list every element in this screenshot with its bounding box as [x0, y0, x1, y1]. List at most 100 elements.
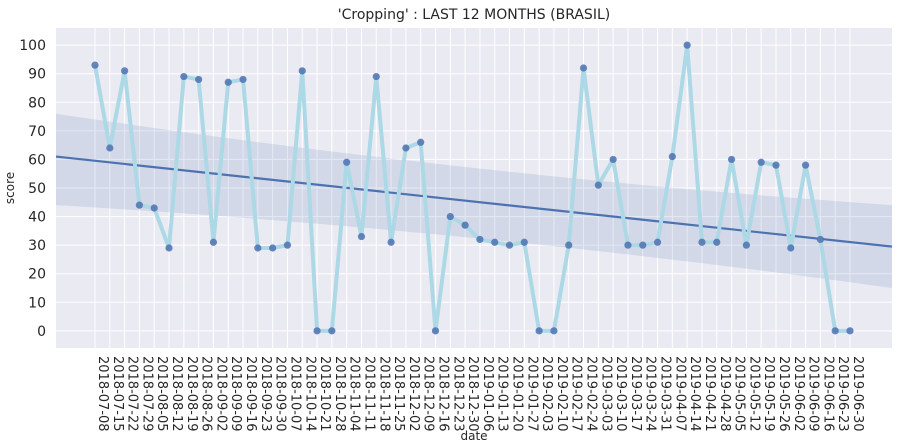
data-point — [491, 238, 499, 246]
x-tick-label: 2018-11-11 — [361, 356, 376, 432]
chart-title: 'Cropping' : LAST 12 MONTHS (BRASIL) — [338, 7, 610, 23]
data-point — [195, 75, 203, 84]
x-tick-label: 2019-04-21 — [702, 356, 717, 432]
x-tick-label: 2019-02-24 — [584, 356, 599, 432]
x-tick-label: 2019-02-10 — [554, 356, 569, 432]
y-tick-label: 90 — [28, 67, 46, 83]
data-point — [579, 64, 588, 72]
data-point — [639, 241, 647, 249]
data-point — [387, 238, 395, 246]
x-tick-label: 2018-11-18 — [376, 356, 391, 432]
data-point — [313, 327, 321, 335]
x-tick-label: 2019-03-10 — [613, 356, 628, 432]
x-tick-label: 2019-05-05 — [732, 356, 747, 432]
score-line — [93, 43, 850, 333]
x-tick-label: 2018-07-15 — [110, 356, 125, 432]
x-tick-label: 2019-06-16 — [820, 356, 835, 432]
data-point — [535, 327, 543, 335]
x-tick-label: 2019-01-13 — [495, 356, 510, 432]
x-tick-label: 2018-09-16 — [243, 356, 258, 432]
data-point — [417, 138, 425, 146]
data-point — [150, 204, 158, 212]
data-point — [328, 327, 336, 335]
x-tick-label: 2019-01-20 — [510, 356, 525, 432]
data-point — [165, 244, 173, 252]
x-tick-label: 2019-01-06 — [480, 356, 495, 432]
x-tick-label: 2019-02-03 — [539, 356, 554, 432]
x-tick-label: 2019-03-17 — [628, 356, 643, 432]
y-tick-label: 60 — [28, 152, 46, 168]
x-tick-label: 2018-07-08 — [95, 356, 110, 432]
y-tick-label: 40 — [28, 210, 46, 226]
x-tick-label: 2018-12-23 — [450, 356, 465, 432]
x-tick-label: 2019-06-30 — [850, 356, 865, 432]
data-point — [624, 241, 632, 249]
x-tick-label: 2019-03-03 — [598, 356, 613, 432]
trend-line — [55, 155, 893, 248]
data-point — [846, 327, 854, 335]
x-tick-label: 2018-11-25 — [391, 356, 406, 432]
data-point — [609, 155, 617, 164]
y-tick-label: 70 — [28, 124, 46, 140]
x-tick-label: 2019-02-17 — [569, 356, 584, 432]
x-tick-label: 2019-03-24 — [643, 356, 658, 432]
x-tick-label: 2019-04-28 — [717, 356, 732, 432]
data-point — [298, 67, 306, 75]
data-point — [653, 238, 662, 246]
data-point — [505, 241, 514, 249]
x-tick-label: 2018-09-23 — [258, 356, 273, 432]
x-tick-label: 2018-08-12 — [169, 356, 184, 432]
data-point — [209, 238, 218, 246]
data-point — [224, 78, 232, 86]
data-point — [91, 61, 99, 69]
data-point — [180, 72, 188, 81]
y-tick-label: 50 — [28, 181, 46, 197]
data-point — [698, 238, 706, 246]
x-tick-label: 2018-08-19 — [184, 356, 199, 432]
y-tick-label: 20 — [28, 267, 46, 283]
data-point — [106, 144, 114, 152]
x-tick-label: 2019-05-12 — [746, 356, 761, 432]
data-point — [269, 244, 277, 252]
x-tick-label: 2019-05-19 — [761, 356, 776, 432]
data-point — [121, 67, 129, 75]
y-axis-ticks: 0 10 20 30 40 50 60 70 80 90 100 — [19, 38, 46, 340]
data-point — [683, 41, 691, 49]
data-point — [446, 212, 454, 221]
data-point — [254, 244, 262, 252]
y-tick-label: 10 — [28, 295, 46, 311]
data-point — [713, 238, 721, 246]
data-point — [550, 327, 558, 335]
data-point — [461, 221, 469, 229]
x-tick-label: 2018-10-28 — [332, 356, 347, 432]
x-tick-label: 2019-05-26 — [776, 356, 791, 432]
x-tick-label: 2019-06-02 — [791, 356, 806, 432]
x-tick-label: 2018-12-02 — [406, 356, 421, 432]
data-point — [594, 181, 602, 189]
data-point — [402, 144, 410, 152]
x-tick-label: 2018-11-04 — [347, 356, 362, 432]
y-tick-label: 0 — [37, 324, 46, 340]
data-point — [801, 161, 810, 169]
x-tick-label: 2018-12-30 — [465, 356, 480, 432]
x-tick-label: 2018-09-09 — [228, 356, 243, 432]
data-point — [816, 235, 824, 244]
y-tick-label: 30 — [28, 238, 46, 254]
data-point — [787, 244, 795, 252]
data-point — [772, 161, 780, 169]
x-tick-label: 2018-10-14 — [302, 356, 317, 432]
x-tick-label: 2018-08-26 — [199, 356, 214, 432]
data-point — [520, 238, 528, 246]
data-point — [565, 241, 573, 249]
x-tick-label: 2019-06-09 — [806, 356, 821, 432]
y-tick-label: 80 — [28, 95, 46, 111]
data-point — [357, 232, 366, 241]
data-point — [742, 241, 750, 249]
x-tick-label: 2018-09-02 — [213, 356, 228, 432]
data-point — [239, 75, 247, 84]
x-tick-label: 2018-12-16 — [435, 356, 450, 432]
data-point — [431, 327, 440, 335]
data-point — [135, 201, 144, 209]
x-tick-label: 2019-04-07 — [672, 356, 687, 432]
